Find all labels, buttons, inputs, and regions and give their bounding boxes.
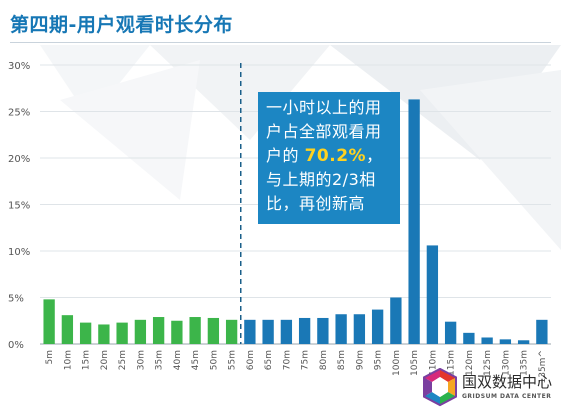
gridsum-logo-icon (423, 367, 457, 407)
x-tick-label: 30m (136, 350, 146, 370)
x-tick-label: 15m (82, 350, 92, 370)
x-tick-label: 70m (282, 350, 292, 370)
bar (481, 337, 493, 344)
bar (207, 317, 220, 344)
bar (262, 319, 274, 344)
callout-line: 户的 70.2%， (266, 144, 392, 168)
x-tick-label: 100m (392, 350, 402, 376)
y-tick-label: 0% (8, 340, 24, 351)
callout-text: ， (366, 146, 383, 165)
title-divider (10, 42, 551, 43)
bar (536, 319, 548, 344)
callout-highlight: 70.2% (304, 146, 367, 166)
x-tick-label: 60m (246, 350, 256, 370)
bar (353, 314, 366, 344)
x-tick-label: 90m (355, 350, 365, 370)
callout-line: 与上期的2/3相 (266, 170, 376, 189)
x-tick-label: 115m (447, 350, 457, 376)
logo-name: 国双数据中心 (462, 373, 553, 391)
callout-line: 户占全部观看用 (266, 122, 382, 141)
x-tick-label: 110m (428, 350, 438, 376)
bar (225, 319, 238, 344)
x-tick-label: 135m (520, 350, 530, 376)
company-logo: 国双数据中心 GRIDSUM DATA CENTER (422, 367, 553, 412)
bar (79, 322, 92, 344)
x-tick-label: 65m (264, 350, 274, 370)
bar (171, 320, 183, 344)
bar (280, 319, 293, 344)
bar (116, 322, 128, 344)
x-tick-label: 95m (374, 350, 384, 370)
callout-box: 一小时以上的用 户占全部观看用 户的 70.2%， 与上期的2/3相 比，再创新… (258, 92, 400, 224)
y-tick-label: 5% (8, 294, 24, 305)
x-tick-label: 125m (483, 350, 493, 376)
y-tick-label: 10% (8, 247, 30, 258)
x-tick-label: 40m (173, 350, 183, 370)
logo-subtitle: GRIDSUM DATA CENTER (462, 393, 552, 400)
x-tick-label: 45m (191, 350, 201, 370)
bar (444, 321, 457, 344)
bar (463, 332, 475, 344)
bar (371, 309, 384, 344)
x-tick-label: 55m (228, 350, 238, 370)
x-tick-label: 85m (337, 350, 347, 370)
slide-title: 第四期-用户观看时长分布 (10, 14, 233, 36)
bar (298, 317, 311, 344)
bar (244, 319, 256, 344)
bar (408, 99, 420, 344)
x-tick-label: 130m (501, 350, 511, 376)
bar (499, 339, 512, 344)
bar (517, 340, 530, 344)
y-tick-label: 20% (8, 154, 30, 165)
bar (189, 317, 201, 344)
x-tick-label: 105m (410, 350, 420, 376)
x-tick-label: 120m (465, 350, 475, 376)
x-tick-label: 50m (209, 350, 219, 370)
bar (426, 245, 439, 344)
x-tick-label: 75m (301, 350, 311, 370)
x-tick-label: 135m^ (538, 350, 548, 384)
x-tick-label: 5m (45, 350, 55, 365)
bar (317, 317, 329, 344)
x-tick-label: 35m (155, 350, 165, 370)
bar (98, 324, 110, 344)
bar (335, 314, 347, 344)
bar (390, 297, 402, 344)
callout-line: 一小时以上的用 (266, 98, 382, 117)
y-tick-label: 30% (8, 61, 30, 72)
bar (134, 319, 147, 344)
x-tick-label: 20m (100, 350, 110, 370)
bar (43, 299, 55, 344)
callout-line: 比，再创新高 (266, 194, 366, 213)
bar (152, 317, 165, 344)
x-tick-label: 25m (118, 350, 128, 370)
x-tick-label: 80m (319, 350, 329, 370)
y-tick-label: 15% (8, 201, 30, 212)
callout-text: 户的 (266, 146, 305, 165)
y-tick-label: 25% (8, 108, 30, 119)
bar (61, 315, 74, 344)
x-tick-label: 10m (63, 350, 73, 370)
